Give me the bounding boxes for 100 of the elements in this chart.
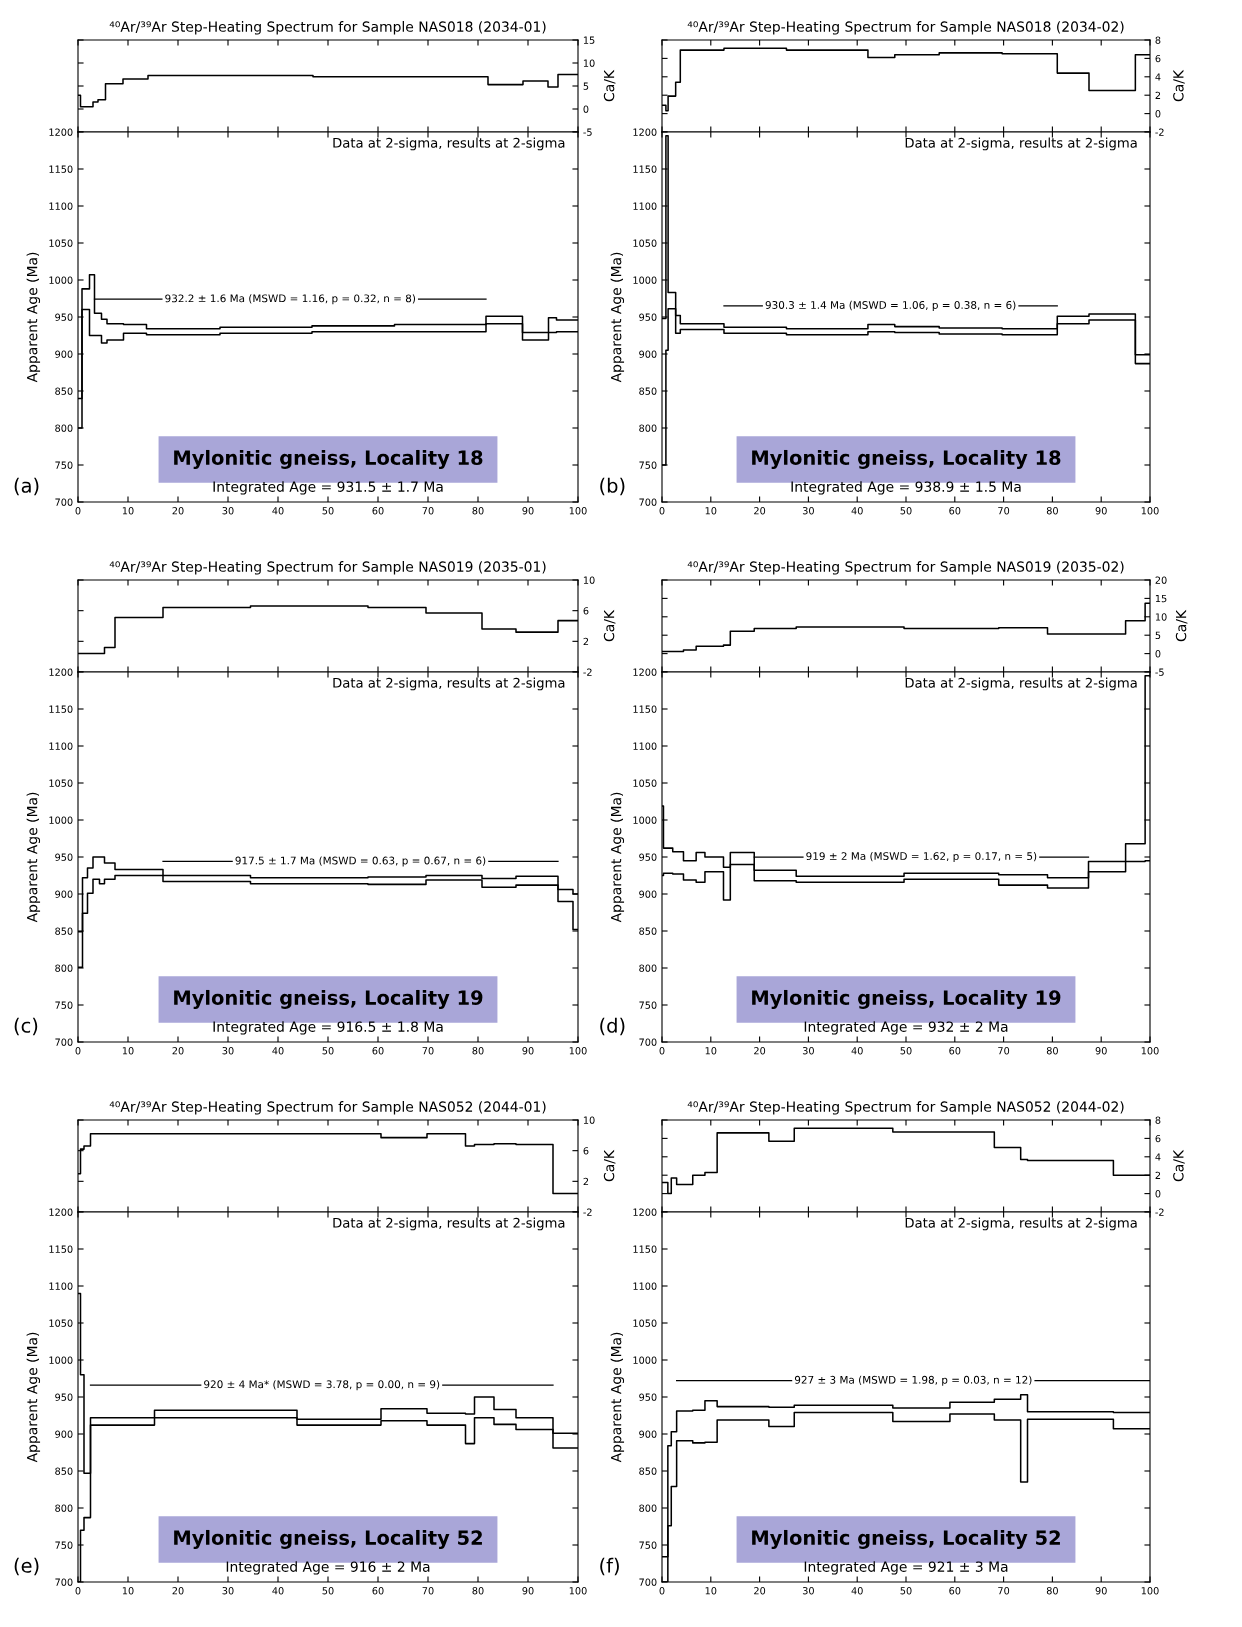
x-tick-label: 50 (322, 1587, 334, 1595)
x-tick-label: 50 (900, 507, 912, 515)
y-tick-label: 800 (55, 1504, 73, 1512)
y-tick-label: 1050 (633, 239, 657, 247)
x-tick-label: 80 (472, 1587, 484, 1595)
annotation: Integrated Age = 916.5 ± 1.8 Ma (213, 1021, 443, 1035)
y-tick-label: 10 (583, 59, 595, 67)
annotation: Integrated Age = 931.5 ± 1.7 Ma (213, 481, 443, 495)
x-tick-label: 80 (1046, 1047, 1058, 1055)
y-tick-label: 10 (583, 1116, 595, 1124)
annotation: Data at 2-sigma, results at 2-sigma (905, 677, 1137, 691)
y-axis-title: Apparent Age (Ma) (610, 252, 625, 383)
y-tick-label: 900 (639, 890, 657, 898)
x-tick-label: 100 (569, 1587, 587, 1595)
x-tick-label: 40 (272, 1047, 284, 1055)
y-tick-label: 1200 (633, 668, 657, 676)
y-tick-label: 6 (1155, 54, 1161, 63)
series-label: 932.2 ± 1.6 Ma (MSWD = 1.16, p = 0.32, n = 8) (165, 294, 416, 305)
x-tick-label: 30 (222, 1587, 234, 1595)
annotation: Mylonitic gneiss, Locality 52 (174, 1529, 482, 1549)
y-tick-label: 750 (55, 1541, 73, 1549)
y-tick-label: 1200 (49, 128, 73, 136)
x-tick-label: 10 (122, 1587, 134, 1595)
y-tick-label: 1200 (49, 1208, 73, 1216)
y-tick-label: 2 (1155, 91, 1161, 99)
x-tick-label: 30 (802, 1047, 814, 1055)
y-tick-label: 950 (639, 1393, 657, 1401)
annotation: Mylonitic gneiss, Locality 19 (752, 989, 1061, 1009)
y-tick-label: 1150 (49, 705, 73, 713)
x-tick-label: 20 (754, 507, 766, 515)
y-tick-label: 900 (55, 350, 73, 358)
y-tick-label: 800 (55, 964, 73, 972)
y-tick-label: 5 (583, 82, 589, 90)
y-tick-label: 1200 (633, 1208, 657, 1216)
x-tick-label: 20 (754, 1047, 766, 1055)
x-tick-label: 90 (1095, 507, 1107, 515)
x-tick-label: 70 (422, 1047, 434, 1055)
text: (f) (600, 1557, 619, 1576)
y-tick-label: 1150 (633, 1245, 657, 1253)
y-tick-label: 750 (639, 461, 657, 469)
x-tick-label: 60 (949, 1587, 961, 1595)
y-tick-label: 950 (55, 853, 73, 861)
y-tick-label: 750 (55, 461, 73, 469)
x-tick-label: 100 (569, 507, 587, 515)
y-tick-label: 1050 (49, 779, 73, 787)
y-tick-label: 2 (583, 1177, 589, 1186)
y-tick-label: 850 (55, 927, 73, 935)
annotation: Data at 2-sigma, results at 2-sigma (905, 1217, 1137, 1231)
y-tick-label: 850 (639, 387, 657, 395)
series-label: 920 ± 4 Ma* (MSWD = 3.78, p = 0.00, n = 9) (204, 1380, 440, 1391)
y-tick-label: 1050 (633, 779, 657, 787)
y-tick-label: 10 (583, 576, 595, 584)
y-tick-label: 0 (583, 105, 589, 113)
x-tick-label: 100 (1141, 507, 1159, 515)
x-tick-label: 60 (949, 507, 961, 515)
y-tick-label: 4 (1155, 73, 1161, 81)
y-tick-label: 700 (55, 1578, 73, 1586)
x-tick-label: 90 (522, 507, 534, 515)
annotation: Integrated Age = 932 ± 2 Ma (804, 1021, 1008, 1035)
y-tick-label: 950 (55, 313, 73, 321)
y-axis-title: Ca/K (1173, 1149, 1185, 1182)
x-tick-label: 50 (900, 1587, 912, 1595)
y-tick-label: 800 (55, 424, 73, 432)
y-tick-label: 1000 (633, 816, 657, 824)
text: (b) (600, 477, 625, 496)
x-tick-label: 80 (1046, 507, 1058, 515)
x-tick-label: 80 (472, 507, 484, 515)
y-axis-title: Apparent Age (Ma) (26, 252, 41, 383)
y-tick-label: 2 (1155, 1171, 1161, 1179)
chart-title: ⁴⁰Ar/³⁹Ar Step-Heating Spectrum for Sample NAS018 (2034-02) (687, 21, 1124, 35)
y-tick-label: 800 (639, 964, 657, 972)
y-tick-label: 900 (639, 1430, 657, 1438)
x-tick-label: 90 (522, 1587, 534, 1595)
chart-title: ⁴⁰Ar/³⁹Ar Step-Heating Spectrum for Sample NAS052 (2044-01) (109, 1101, 546, 1115)
y-tick-label: 800 (639, 1504, 657, 1512)
x-tick-label: 0 (659, 507, 665, 515)
x-tick-label: 0 (75, 507, 81, 515)
y-tick-label: -2 (1155, 1208, 1164, 1216)
x-tick-label: 0 (659, 1587, 665, 1595)
x-tick-label: 20 (172, 1047, 184, 1055)
x-tick-label: 90 (522, 1047, 534, 1055)
y-axis-title: Apparent Age (Ma) (26, 792, 41, 923)
x-tick-label: 40 (851, 1587, 863, 1595)
y-tick-label: 950 (639, 313, 657, 321)
y-axis-title: Ca/K (603, 1149, 616, 1182)
y-tick-label: 0 (1155, 650, 1161, 658)
y-tick-label: 1050 (49, 1319, 73, 1327)
annotation: Mylonitic gneiss, Locality 52 (752, 1529, 1060, 1549)
x-tick-label: 70 (998, 507, 1010, 515)
y-tick-label: 850 (639, 927, 657, 935)
x-tick-label: 40 (851, 1047, 863, 1055)
x-tick-label: 20 (754, 1587, 766, 1595)
x-tick-label: 0 (75, 1587, 81, 1595)
x-tick-label: 20 (172, 507, 184, 515)
y-tick-label: 700 (639, 1578, 657, 1586)
y-tick-label: 1100 (49, 1282, 73, 1290)
text: (e) (14, 1557, 39, 1576)
series-label: 919 ± 2 Ma (MSWD = 1.62, p = 0.17, n = 5) (806, 851, 1037, 863)
x-tick-label: 10 (122, 1047, 134, 1055)
y-tick-label: 700 (639, 498, 657, 506)
